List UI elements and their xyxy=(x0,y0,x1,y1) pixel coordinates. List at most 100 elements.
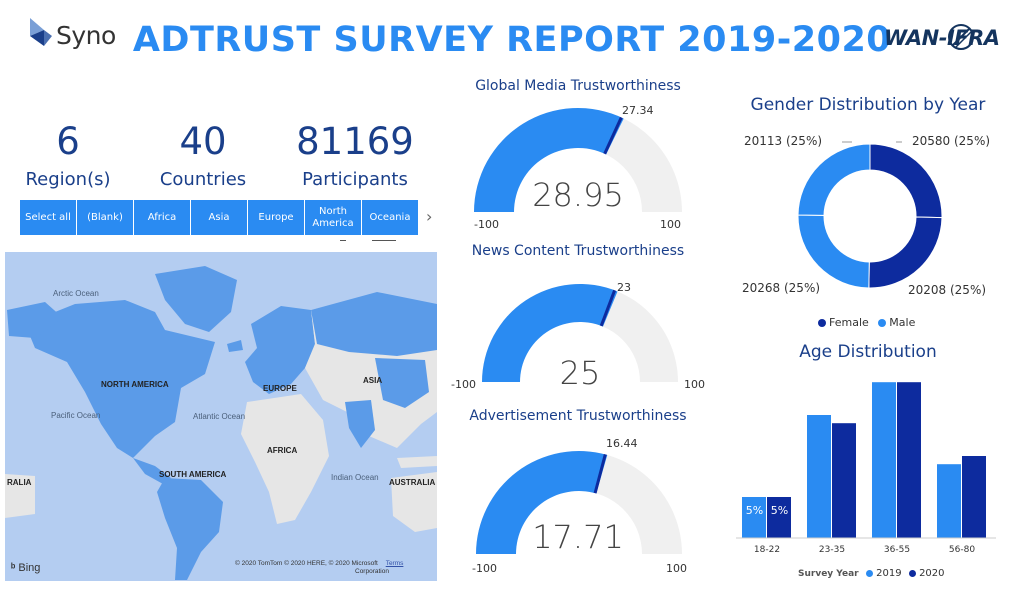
bar-18-22-2020 xyxy=(767,497,791,538)
donut-slice-0 xyxy=(869,143,943,219)
kpi-regions-label: Region(s) xyxy=(25,169,111,190)
donut-slice-2 xyxy=(797,214,870,289)
bar-18-22-2019 xyxy=(742,497,766,538)
donut-leader-top xyxy=(842,141,902,143)
bing-label: Bing xyxy=(18,562,41,574)
map-terms-link[interactable]: Terms xyxy=(385,560,404,567)
donut-label-3: 20113 (25%) xyxy=(744,134,823,148)
bing-icon: ᵇ xyxy=(11,562,16,574)
slicer-oceania[interactable]: Oceania xyxy=(362,200,418,235)
bar-data-label: 5% xyxy=(771,504,788,517)
gauge-value-news: 25 xyxy=(559,354,601,392)
slicer-africa[interactable]: Africa xyxy=(134,200,190,235)
bar-category-label: 56-80 xyxy=(949,545,975,555)
legend-2020: 2020 xyxy=(919,568,945,579)
donut-label-2: 20268 (25%) xyxy=(742,281,821,295)
gauge-min-global: -100 xyxy=(474,218,499,231)
map-iceland xyxy=(227,340,243,352)
gender-donut xyxy=(797,143,943,289)
legend-dot-2019 xyxy=(866,570,874,577)
donut-slice-1 xyxy=(868,216,943,289)
map-north-america xyxy=(25,300,215,458)
bar-category-label: 36-55 xyxy=(884,545,910,555)
region-label-south-america: SOUTH AMERICA xyxy=(159,470,227,479)
map-europe xyxy=(245,306,315,394)
gender-legend: Female Male xyxy=(818,316,915,329)
gauge-target-news: 23 xyxy=(617,281,631,294)
donut-label-1: 20208 (25%) xyxy=(908,283,987,297)
slicer-blank[interactable]: (Blank) xyxy=(77,200,133,235)
gauge-ad xyxy=(476,451,682,554)
gauge-title-ad: Advertisement Trustworthiness xyxy=(469,408,687,424)
map-africa xyxy=(241,394,329,524)
map-india xyxy=(345,400,375,448)
age-legend: Survey Year 2019 2020 xyxy=(798,566,945,579)
donut-slice-3 xyxy=(797,143,871,216)
kpi-participants: 81169 Participants xyxy=(285,120,425,190)
page-title: ADTRUST SURVEY REPORT 2019-2020 xyxy=(132,20,892,60)
ocean-label-atlantic: Atlantic Ocean xyxy=(193,412,246,421)
gauge-title-news: News Content Trustworthiness xyxy=(471,243,685,259)
gauge-global xyxy=(474,108,682,212)
map-credit-line2: Corporation xyxy=(355,568,389,575)
gauge-max-news: 100 xyxy=(684,378,705,391)
slicer-asia[interactable]: Asia xyxy=(191,200,247,235)
gauge-fill xyxy=(476,451,608,554)
bar-category-label: 18-22 xyxy=(754,545,780,555)
gauge-min-ad: -100 xyxy=(472,562,497,575)
map-credit: © 2020 TomTom © 2020 HERE, © 2020 Micros… xyxy=(235,560,403,576)
region-label-europe: EUROPE xyxy=(263,384,297,393)
gauge-news xyxy=(482,284,678,382)
bar-36-55-2020 xyxy=(897,382,921,538)
kpi-countries: 40 Countries xyxy=(148,120,258,190)
age-bar-chart: 18-22 23-35 36-55 56-80 5% 5% xyxy=(736,382,996,555)
map-australia xyxy=(391,472,437,532)
map-asia-north xyxy=(311,292,437,356)
ocean-label-pacific: Pacific Ocean xyxy=(51,411,101,420)
bar-56-80-2019 xyxy=(937,464,961,538)
bar-data-label: 5% xyxy=(746,504,763,517)
world-map[interactable]: Arctic Ocean Pacific Ocean Atlantic Ocea… xyxy=(5,252,437,581)
kpi-participants-label: Participants xyxy=(302,169,408,190)
gauge-target-marker xyxy=(603,116,623,155)
wan-ifra-logo-text: WAN-IFRA xyxy=(884,26,1000,50)
age-title: Age Distribution xyxy=(799,342,937,362)
gauge-target-ad: 16.44 xyxy=(606,437,638,450)
region-label-asia: ASIA xyxy=(363,376,383,385)
slicer-europe[interactable]: Europe xyxy=(248,200,304,235)
region-label-australia: AUSTRALIA xyxy=(389,478,436,487)
gauge-target-marker xyxy=(599,289,617,327)
kpi-regions: 6 Region(s) xyxy=(18,120,118,190)
wan-ifra-logo: WAN-IFRA xyxy=(884,20,1019,60)
map-china xyxy=(375,358,429,408)
kpi-participants-value: 81169 xyxy=(296,120,414,163)
legend-dot-male xyxy=(878,319,887,327)
bar-36-55-2019 xyxy=(872,382,896,538)
age-legend-title: Survey Year xyxy=(798,569,859,579)
globe-icon xyxy=(948,24,974,50)
bar-23-35-2019 xyxy=(807,415,831,538)
gauge-value-ad: 17.71 xyxy=(532,518,624,556)
gender-title: Gender Distribution by Year xyxy=(750,95,986,115)
legend-male: Male xyxy=(889,316,916,329)
region-label-north-america: NORTH AMERICA xyxy=(101,380,169,389)
world-map-shapes xyxy=(5,266,437,580)
chevron-right-icon[interactable]: › xyxy=(426,207,433,226)
region-label-africa: AFRICA xyxy=(267,446,298,455)
map-greenland xyxy=(155,266,237,332)
slicer-underline-oceania xyxy=(372,240,396,241)
gauge-target-global: 27.34 xyxy=(622,104,654,117)
map-central-america xyxy=(133,458,171,484)
gauge-max-global: 100 xyxy=(660,218,681,231)
region-label-australia-left: RALIA xyxy=(7,478,32,487)
slicer-select-all[interactable]: Select all xyxy=(20,200,76,235)
region-slicer: Select all (Blank) Africa Asia Europe No… xyxy=(20,200,424,235)
ocean-label-arctic: Arctic Ocean xyxy=(53,289,99,298)
map-alaska xyxy=(7,302,63,338)
gauge-title-global: Global Media Trustworthiness xyxy=(475,78,681,94)
legend-dot-2020 xyxy=(909,570,917,577)
donut-label-0: 20580 (25%) xyxy=(912,134,991,148)
gauge-fill xyxy=(482,284,618,382)
map-credit-line1: © 2020 TomTom © 2020 HERE, © 2020 Micros… xyxy=(235,560,378,567)
slicer-north-america[interactable]: North America xyxy=(305,200,361,235)
